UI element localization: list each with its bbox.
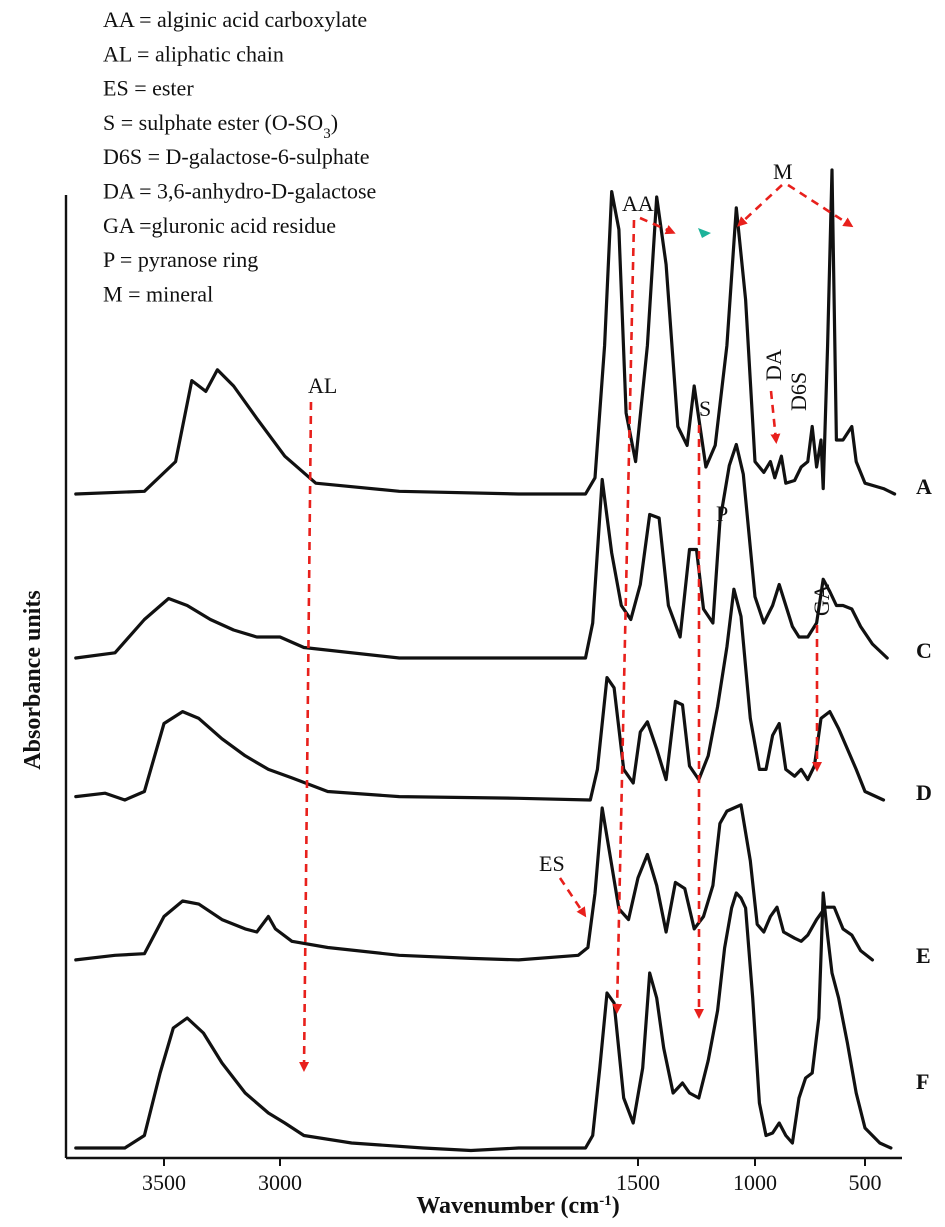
arrow-m-left (737, 184, 783, 227)
annot-p: P (716, 501, 728, 526)
legend-entry: AA = alginic acid carboxylate (103, 7, 367, 32)
series-label-c: C (916, 638, 932, 663)
legend-sep: = (114, 247, 137, 272)
annot-m: M (773, 159, 793, 184)
legend-abbr: P (103, 247, 115, 272)
legend-sep: = (132, 41, 155, 66)
legend-text: 3,6-anhydro-D-galactose (157, 179, 376, 204)
x-tick-label: 1500 (616, 1170, 660, 1195)
legend-text: mineral (146, 281, 213, 306)
teal-marker-icon (698, 228, 711, 238)
series-label-f: F (916, 1069, 929, 1094)
legend-sep: = (123, 281, 146, 306)
legend-entry: AL = aliphatic chain (103, 41, 284, 66)
legend-sep: = (115, 110, 138, 135)
legend-text: sulphate ester (O-SO (139, 110, 324, 135)
annot-da: DA (761, 349, 786, 381)
spectrum-e (74, 803, 874, 962)
x-tick-label: 500 (849, 1170, 882, 1195)
x-tick-label: 1000 (733, 1170, 777, 1195)
legend-sep: = (134, 213, 152, 238)
spectrum-f (74, 891, 893, 1153)
legend-entry: DA = 3,6-anhydro-D-galactose (103, 179, 376, 204)
legend: AA = alginic acid carboxylate AL = alipha… (103, 7, 376, 306)
series-label-d: D (916, 780, 932, 805)
legend-abbr: DA (103, 179, 135, 204)
arrow-m-right (787, 183, 854, 228)
legend-text: aliphatic chain (155, 41, 284, 66)
spectrum-a (74, 168, 897, 496)
series-labels: A C D E F (916, 474, 932, 1094)
legend-entry: ES = ester (103, 76, 194, 101)
legend-entry: S = sulphate ester (O-SO3) (103, 110, 338, 142)
legend-sep: = (142, 144, 165, 169)
spectrum-d (74, 587, 886, 802)
legend-abbr: GA (103, 213, 135, 238)
annot-es: ES (539, 851, 565, 876)
annotation-arrows (299, 183, 854, 1072)
legend-text: alginic acid carboxylate (157, 7, 367, 32)
x-tick-label: 3500 (142, 1170, 186, 1195)
legend-abbr: AL (103, 41, 132, 66)
x-ticks: 3500 3000 1500 1000 500 (142, 1158, 882, 1195)
x-axis-title-sup: -1 (599, 1193, 612, 1209)
legend-entry: GA =gluronic acid residue (103, 213, 336, 238)
x-tick-label: 3000 (258, 1170, 302, 1195)
x-axis-title: Wavenumber (cm-1) (416, 1193, 619, 1219)
annot-d6s: D6S (786, 372, 811, 411)
legend-abbr: D6S (103, 144, 142, 169)
legend-abbr: S (103, 110, 115, 135)
legend-tail: ) (331, 110, 338, 135)
arrow-aa-right (639, 216, 676, 235)
annot-ga: GA (809, 584, 834, 616)
legend-text: D-galactose-6-sulphate (166, 144, 370, 169)
annot-al: AL (308, 373, 337, 398)
arrow-al (299, 401, 313, 1072)
arrow-aa-down (612, 219, 636, 1014)
legend-entry: D6S = D-galactose-6-sulphate (103, 144, 370, 169)
annot-s: S (699, 396, 711, 421)
annotation-labels: AA AL ES S DA D6S P GA M (308, 159, 834, 876)
legend-text: pyranose ring (138, 247, 258, 272)
legend-subscript: 3 (323, 126, 331, 142)
legend-abbr: AA (103, 7, 135, 32)
legend-entry: M = mineral (103, 281, 213, 306)
series-label-a: A (916, 474, 932, 499)
legend-abbr: M (103, 281, 123, 306)
legend-sep: = (134, 7, 157, 32)
legend-entry: P = pyranose ring (103, 247, 258, 272)
series-label-e: E (916, 943, 931, 968)
legend-sep: = (129, 76, 152, 101)
annot-aa: AA (622, 191, 654, 216)
legend-text: ester (152, 76, 194, 101)
legend-sep: = (134, 179, 157, 204)
legend-abbr: ES (103, 76, 129, 101)
arrow-es (558, 877, 587, 918)
legend-text: gluronic acid residue (151, 213, 336, 238)
arrow-da (769, 390, 781, 444)
spectra (74, 168, 897, 1153)
y-axis-title: Absorbance units (20, 590, 46, 769)
spectrum-c (74, 442, 889, 660)
